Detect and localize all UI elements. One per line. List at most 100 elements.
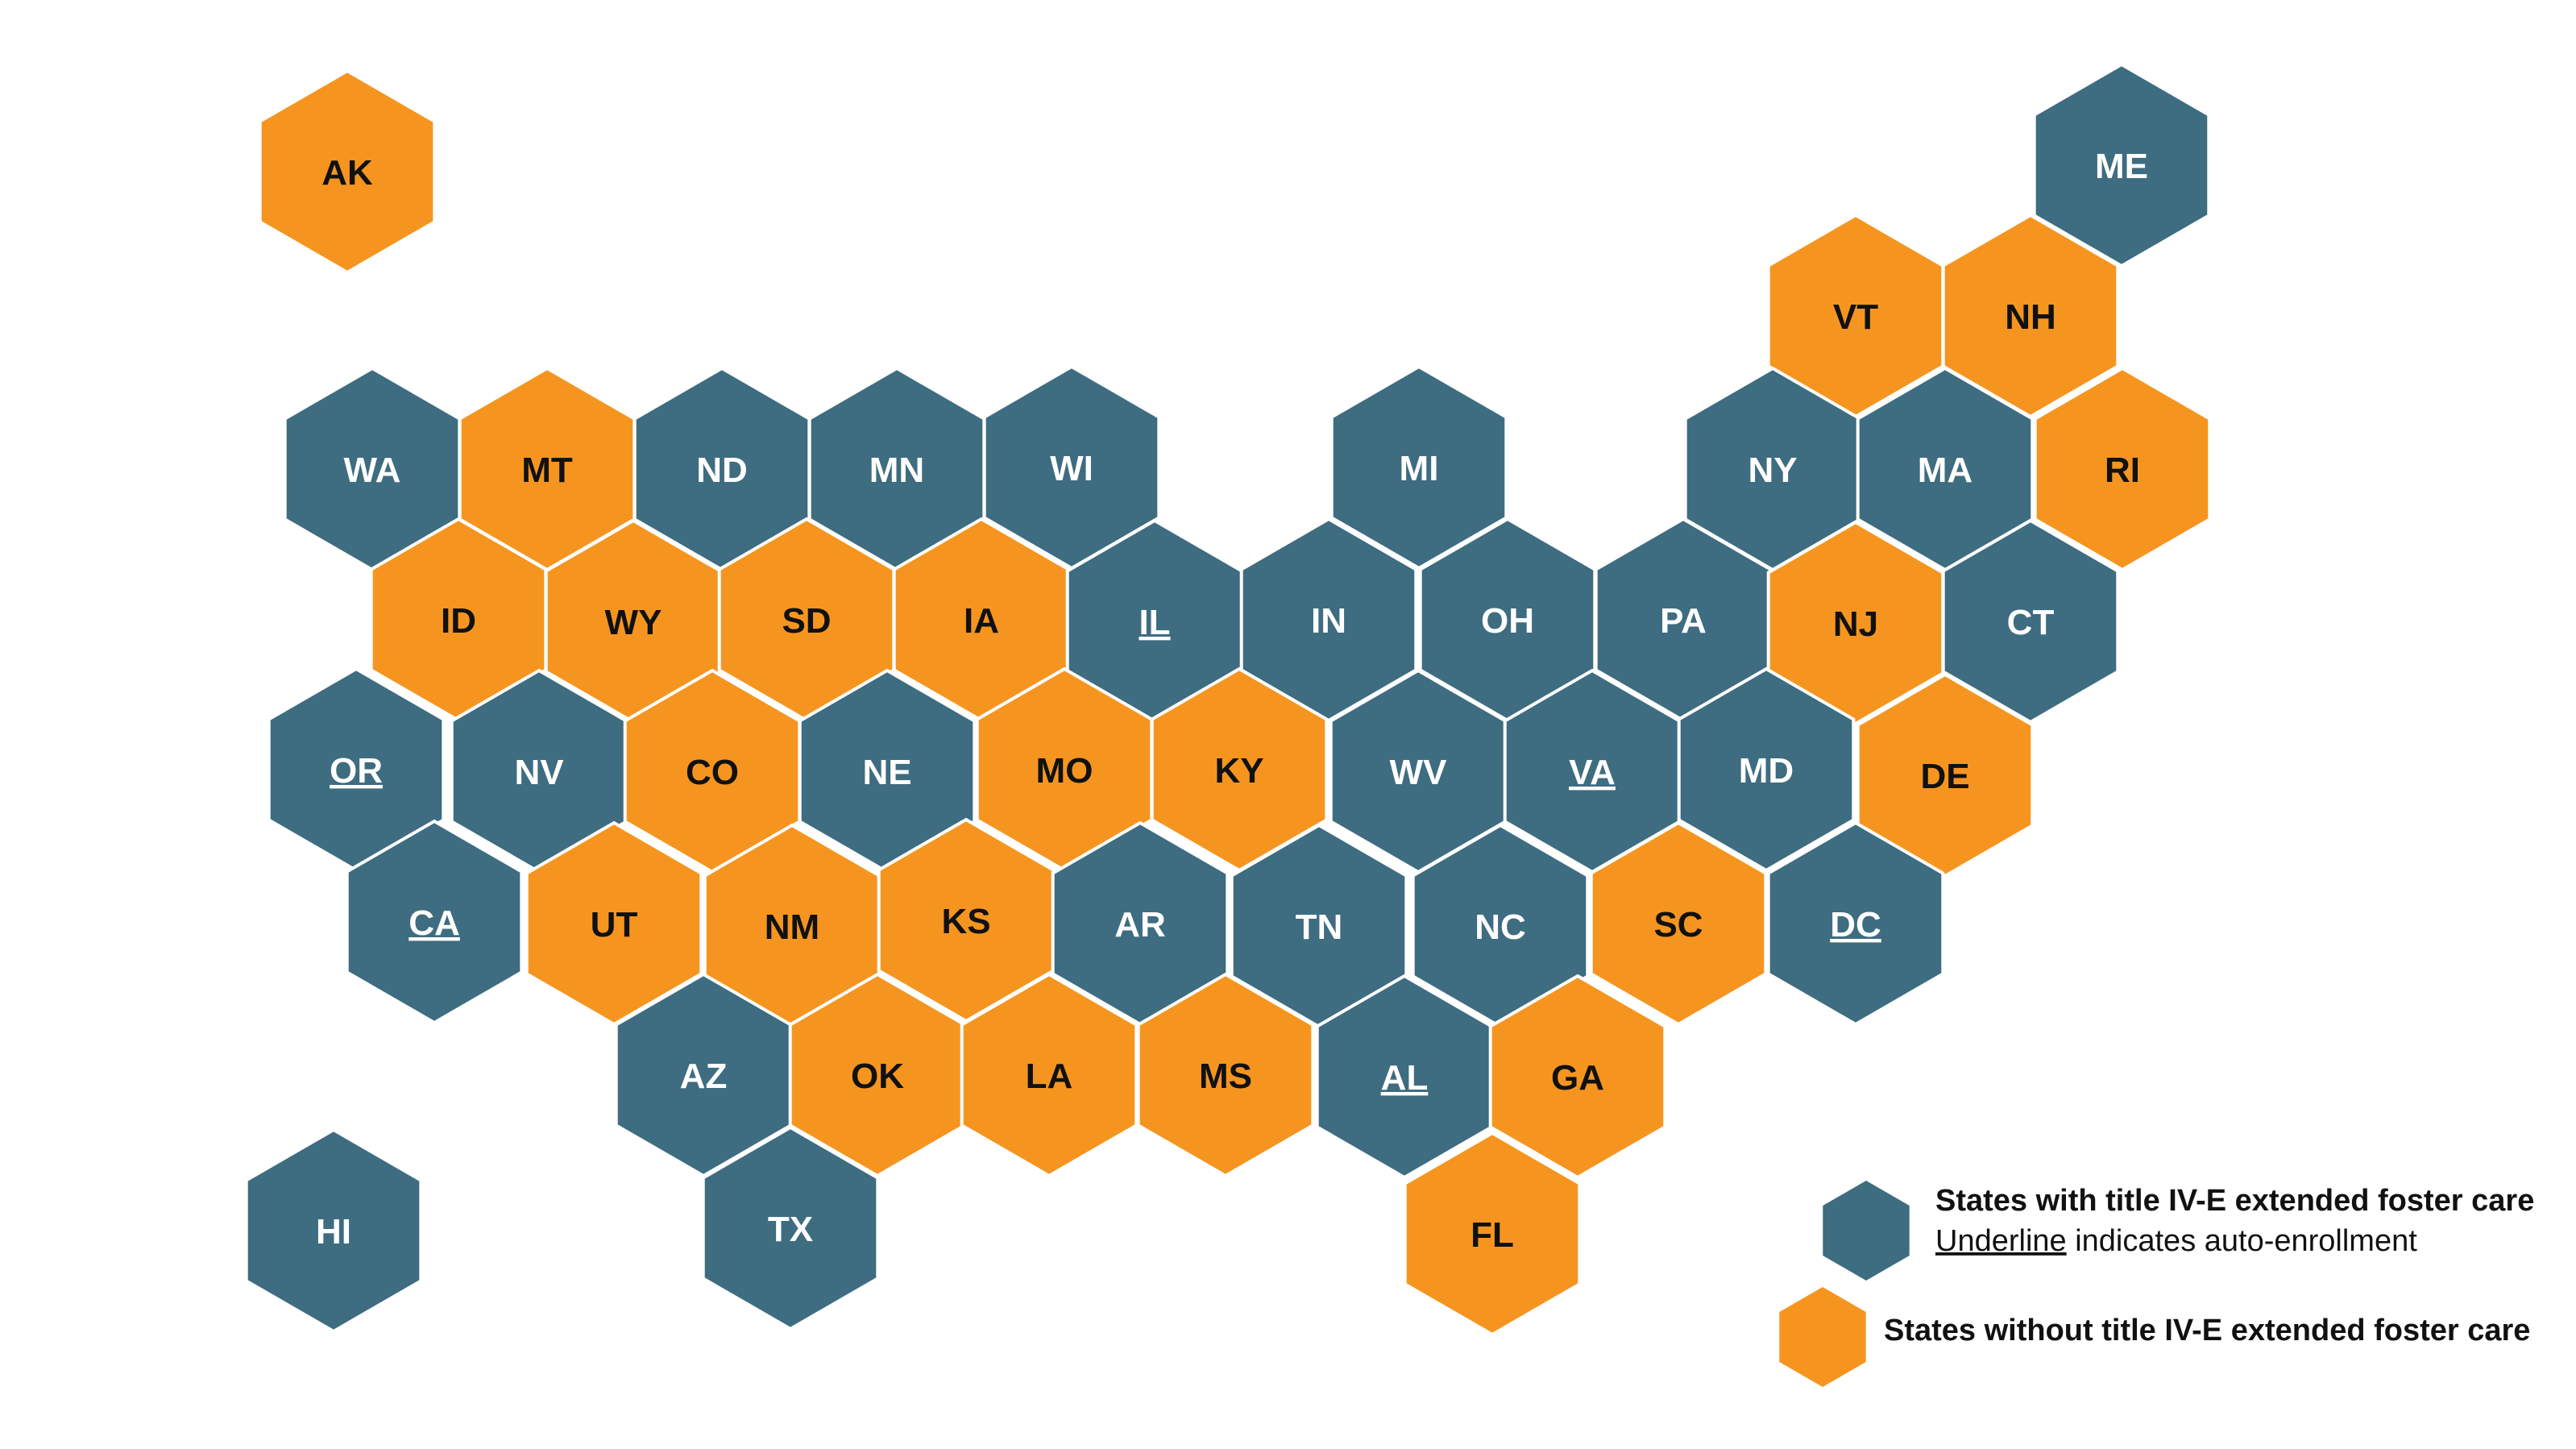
state-hex-de: DE: [1856, 672, 2035, 878]
state-hex-shape-sc: [1589, 820, 1768, 1027]
state-label-al: AL: [1381, 1058, 1429, 1098]
state-hex-al: AL: [1315, 974, 1494, 1180]
state-label-mi: MI: [1400, 449, 1439, 488]
state-label-ut: UT: [591, 905, 638, 945]
state-label-ma: MA: [1918, 450, 1972, 490]
state-hex-ks: KS: [877, 817, 1056, 1023]
state-label-wv: WV: [1390, 753, 1448, 792]
state-hex-ga: GA: [1488, 974, 1667, 1180]
state-hex-md: MD: [1677, 666, 1856, 873]
state-label-il: IL: [1139, 603, 1170, 642]
state-label-ne: NE: [862, 753, 911, 792]
state-hex-ct: CT: [1941, 518, 2120, 724]
state-label-wa: WA: [344, 450, 401, 490]
state-label-nm: NM: [765, 907, 819, 947]
state-label-ga: GA: [1551, 1058, 1604, 1098]
state-hex-dc: DC: [1766, 820, 1945, 1027]
legend-without-label: States without title IV-E extended foste…: [1884, 1314, 2530, 1347]
state-hex-mt: MT: [458, 366, 637, 572]
state-label-mt: MT: [521, 450, 573, 490]
state-label-pa: PA: [1660, 601, 1707, 641]
state-hex-me: ME: [2032, 62, 2211, 268]
state-label-ct: CT: [2007, 603, 2055, 642]
state-label-ia: IA: [964, 601, 999, 641]
state-hex-ak: AK: [258, 69, 437, 275]
state-label-nj: NJ: [1833, 604, 1878, 644]
state-label-vt: VT: [1833, 297, 1878, 337]
legend-with-label: States with title IV-E extended foster c…: [1935, 1184, 2534, 1218]
state-hex-shape-me: [2032, 62, 2211, 268]
state-hex-shape-de: [1856, 672, 2035, 878]
state-hex-shape-md: [1677, 666, 1856, 873]
state-hex-shape-mi: [1329, 364, 1508, 571]
state-label-or: OR: [330, 751, 383, 791]
state-label-ks: KS: [941, 902, 990, 941]
state-label-mn: MN: [869, 450, 924, 490]
state-label-ok: OK: [851, 1057, 904, 1096]
state-label-nc: NC: [1475, 907, 1526, 947]
state-hex-ky: KY: [1150, 666, 1329, 873]
state-label-la: LA: [1026, 1057, 1073, 1096]
state-hex-fl: FL: [1403, 1131, 1582, 1337]
state-label-hi: HI: [316, 1212, 351, 1252]
state-hex-oh: OH: [1418, 517, 1597, 723]
state-hex-tn: TN: [1230, 823, 1408, 1029]
state-label-az: AZ: [680, 1057, 728, 1096]
state-hex-ut: UT: [525, 820, 703, 1027]
state-hex-la: LA: [960, 972, 1139, 1178]
state-hex-shape-dc: [1766, 820, 1945, 1027]
state-hex-hi: HI: [244, 1127, 423, 1334]
state-hex-tx: TX: [701, 1125, 880, 1331]
state-hex-shape-fl: [1403, 1131, 1582, 1337]
state-label-in: IN: [1311, 601, 1346, 641]
state-label-wy: WY: [605, 603, 662, 642]
state-hex-mo: MO: [975, 666, 1154, 873]
state-hex-nc: NC: [1411, 823, 1590, 1029]
state-hex-shape-ri: [2033, 366, 2212, 572]
state-hex-shape-in: [1239, 517, 1418, 723]
state-hex-nj: NJ: [1766, 520, 1945, 726]
state-hex-ne: NE: [798, 668, 977, 874]
state-label-id: ID: [441, 601, 476, 641]
state-label-nd: ND: [696, 450, 748, 490]
state-label-ky: KY: [1214, 751, 1263, 791]
state-label-ri: RI: [2105, 450, 2140, 490]
state-hex-shape-hi: [244, 1127, 423, 1334]
state-label-ca: CA: [409, 903, 460, 943]
state-label-ak: AK: [321, 153, 373, 193]
state-label-md: MD: [1739, 751, 1794, 791]
state-hex-ca: CA: [345, 819, 524, 1025]
legend-underline-word: Underline: [1935, 1224, 2067, 1258]
state-label-va: VA: [1569, 753, 1616, 792]
state-hex-shape-tx: [701, 1125, 880, 1331]
legend-underline-note: Underline indicates auto-enrollment: [1935, 1224, 2417, 1258]
state-hex-ma: MA: [1856, 366, 2035, 572]
legend-hex-without-care: [1779, 1287, 1866, 1387]
state-hex-shape-ms: [1136, 972, 1315, 1178]
state-label-me: ME: [2095, 147, 2148, 186]
legend: States with title IV-E extended foster c…: [1779, 1181, 2534, 1387]
state-hex-shape-ut: [525, 820, 703, 1027]
state-label-co: CO: [686, 753, 739, 792]
state-label-tx: TX: [768, 1210, 813, 1249]
legend-hex-with-care: [1823, 1181, 1910, 1281]
state-hex-shape-ga: [1488, 974, 1667, 1180]
state-label-de: DE: [1920, 757, 1969, 796]
state-hex-ok: OK: [788, 972, 967, 1178]
state-label-fl: FL: [1471, 1215, 1514, 1255]
state-label-mo: MO: [1036, 751, 1093, 791]
state-label-sc: SC: [1653, 905, 1703, 945]
state-label-dc: DC: [1830, 905, 1881, 945]
state-hex-mi: MI: [1329, 364, 1508, 571]
state-label-ny: NY: [1748, 450, 1797, 490]
state-label-nh: NH: [2005, 297, 2056, 337]
state-label-sd: SD: [782, 601, 831, 641]
state-hex-in: IN: [1239, 517, 1418, 723]
state-label-tn: TN: [1296, 907, 1343, 947]
state-hex-shape-la: [960, 972, 1139, 1178]
state-hex-ri: RI: [2033, 366, 2212, 572]
state-label-oh: OH: [1481, 601, 1534, 641]
state-hex-sc: SC: [1589, 820, 1768, 1027]
state-label-ar: AR: [1114, 905, 1166, 945]
